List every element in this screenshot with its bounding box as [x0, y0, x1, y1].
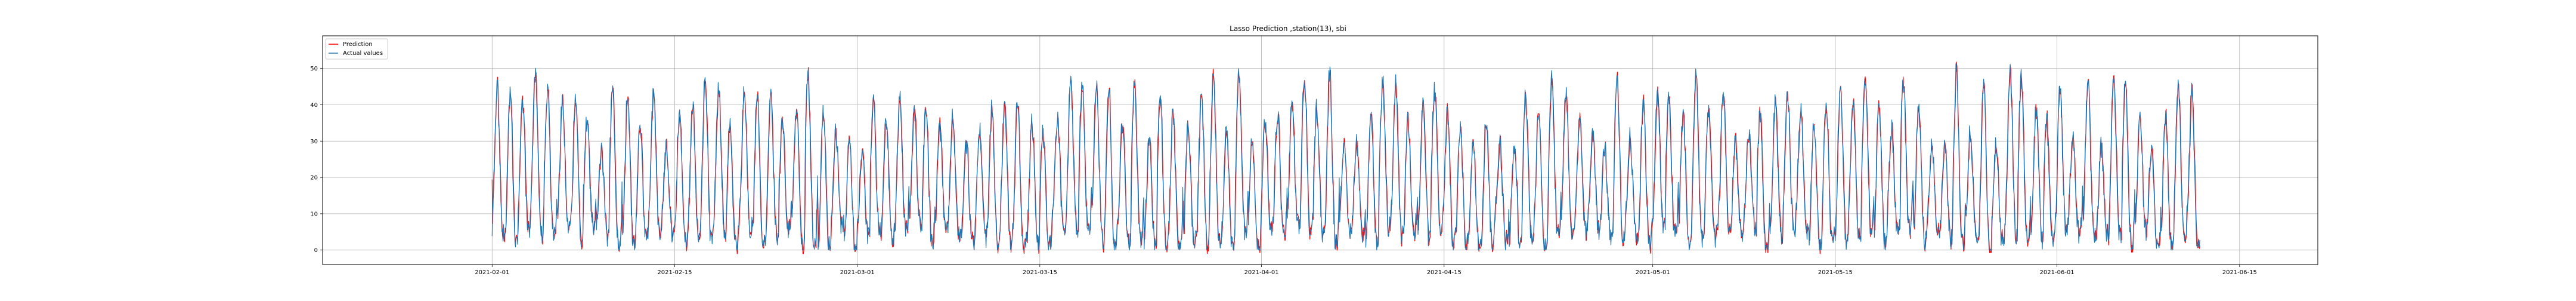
y-tick-label: 40	[310, 102, 318, 109]
x-axis: 2021-02-01 2021-02-15 2021-03-01 2021-03-15…	[475, 265, 2257, 276]
grid-lines	[323, 36, 2318, 265]
series-line-actual-values	[491, 63, 2200, 251]
x-tick-label: 2021-04-01	[1244, 269, 1279, 276]
y-tick-label: 20	[310, 175, 318, 182]
y-tick-label: 10	[310, 211, 318, 217]
y-tick-label: 50	[310, 66, 318, 72]
y-axis: 0 10 20 30 40 50	[310, 66, 323, 254]
x-tick-label: 2021-05-15	[1818, 269, 1853, 276]
x-tick-label: 2021-03-15	[1023, 269, 1057, 276]
legend-box	[325, 38, 388, 60]
y-tick-label: 0	[314, 247, 318, 254]
legend: Prediction Actual values	[325, 38, 388, 60]
x-tick-label: 2021-06-15	[2222, 269, 2257, 276]
axes-frame	[322, 35, 2318, 265]
legend-label-prediction: Prediction	[343, 41, 373, 48]
x-tick-label: 2021-02-15	[657, 269, 692, 276]
x-tick-label: 2021-05-01	[1636, 269, 1670, 276]
chart-title: Lasso Prediction ,station(13), sbi	[1230, 24, 1346, 33]
x-tick-label: 2021-03-01	[840, 269, 875, 276]
x-tick-label: 2021-04-15	[1427, 269, 1462, 276]
legend-label-actual: Actual values	[343, 50, 383, 57]
x-tick-label: 2021-06-01	[2040, 269, 2075, 276]
series-layer	[491, 62, 2200, 254]
y-tick-label: 30	[310, 139, 318, 145]
x-tick-label: 2021-02-01	[475, 269, 509, 276]
